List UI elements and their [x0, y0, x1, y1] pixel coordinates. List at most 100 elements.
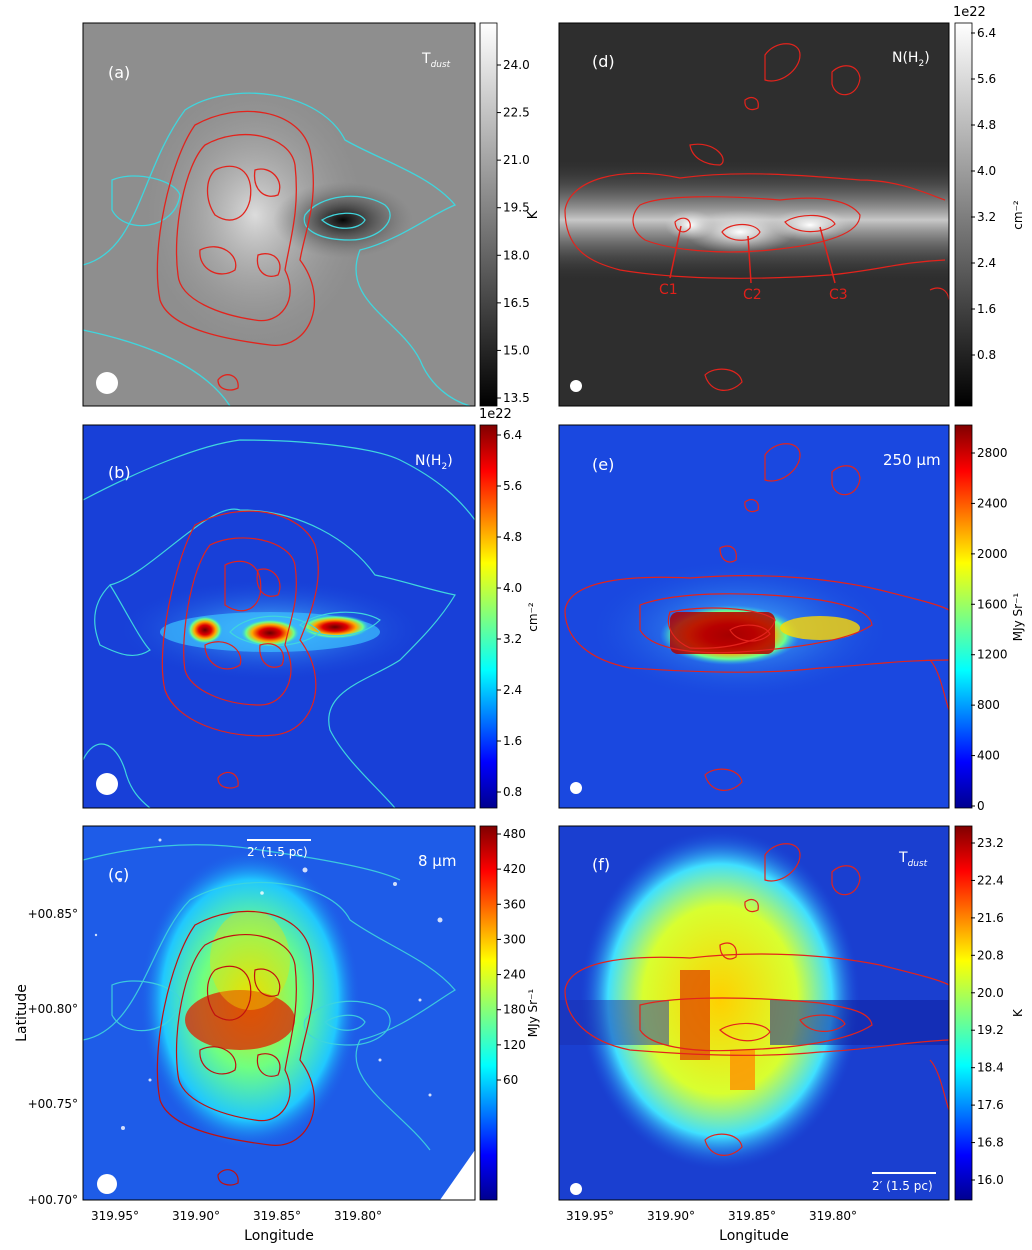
cbar-tick-label: 1.6 — [503, 734, 522, 748]
panel-d-beam — [570, 380, 582, 392]
panel-c-red-contours — [156, 910, 315, 1186]
panel-d-cbar-ticks: 6.4 5.6 4.8 4.0 3.2 2.4 1.6 0.8 — [971, 26, 996, 362]
cbar-tick-label: 21.0 — [503, 153, 530, 167]
cbar-tick-label: 19.5 — [503, 201, 530, 215]
x-tick-label: 319.90° — [647, 1209, 695, 1223]
panel-c-beam — [97, 1174, 117, 1194]
panel-d-cbar-unit: cm⁻² — [1011, 200, 1025, 230]
panel-b-quantity: N(H2) — [415, 453, 453, 472]
cbar-tick-label: 5.6 — [503, 479, 522, 493]
cbar-tick-label: 16.8 — [977, 1136, 1004, 1150]
panel-a-beam — [96, 372, 118, 394]
cbar-tick-label: 2.4 — [977, 256, 996, 270]
y-tick-labels: +00.85° +00.80° +00.75° +00.70° — [28, 907, 78, 1207]
cbar-tick-label: 6.4 — [977, 26, 996, 40]
cbar-tick-label: 400 — [977, 749, 1000, 763]
panel-e-label: (e) — [592, 455, 614, 474]
panel-c-label: (c) — [108, 865, 129, 884]
clump-label-c1: C1 — [659, 282, 678, 298]
cbar-tick-label: 15.0 — [503, 343, 530, 357]
cbar-tick-label: 20.8 — [977, 948, 1004, 962]
cbar-tick-label: 3.2 — [977, 210, 996, 224]
panel-e-red-contours — [564, 443, 950, 791]
cbar-tick-label: 1600 — [977, 597, 1008, 611]
x-tick-labels-right: 319.95° 319.90° 319.85° 319.80° — [566, 1209, 857, 1223]
panel-b-cyan-contours — [82, 439, 476, 809]
cbar-tick-label: 480 — [503, 827, 526, 841]
panel-f-colorbar — [954, 825, 973, 1201]
clump-label-c2: C2 — [743, 287, 762, 303]
panel-f-quantity: Tdust — [898, 850, 928, 869]
x-tick-label: 319.90° — [172, 1209, 220, 1223]
clump-label-c3: C3 — [829, 287, 848, 303]
cbar-tick-label: 800 — [977, 698, 1000, 712]
x-tick-label: 319.85° — [253, 1209, 301, 1223]
x-axis-label-right: Longitude — [719, 1228, 789, 1244]
cbar-tick-label: 360 — [503, 897, 526, 911]
panel-c-quantity: 8 μm — [418, 852, 456, 870]
cbar-tick-label: 22.4 — [977, 873, 1004, 887]
panel-d-cbar-exponent: 1e22 — [953, 5, 986, 20]
panel-a-cbar-unit: K — [526, 210, 541, 219]
y-tick-label: +00.70° — [28, 1193, 78, 1207]
y-axis-label: Latitude — [14, 984, 30, 1042]
cbar-tick-label: 4.0 — [503, 581, 522, 595]
cbar-tick-label: 180 — [503, 1003, 526, 1017]
panel-b-cbar-unit: cm⁻² — [526, 602, 540, 632]
panel-f-scalebar-label: 2′ (1.5 pc) — [872, 1179, 933, 1193]
x-tick-label: 319.80° — [334, 1209, 382, 1223]
panel-b-cbar-ticks: 6.4 5.6 4.8 4.0 3.2 2.4 1.6 0.8 — [497, 428, 522, 799]
panel-a: (a) Tdust 24.0 22.5 21.0 19.5 18.0 16.5 15.0 13… — [82, 22, 541, 407]
cbar-tick-label: 300 — [503, 932, 526, 946]
cbar-tick-label: 2800 — [977, 446, 1008, 460]
panel-d-label: (d) — [592, 52, 615, 71]
cbar-tick-label: 0 — [977, 799, 985, 813]
panel-c-stars — [94, 838, 443, 1130]
cbar-tick-label: 0.8 — [503, 785, 522, 799]
panel-b-beam — [96, 773, 118, 795]
cbar-tick-label: 2.4 — [503, 683, 522, 697]
panel-b-label: (b) — [108, 463, 131, 482]
panel-b-colorbar — [479, 424, 498, 809]
panel-f-cbar-ticks: 23.2 22.4 21.6 20.8 20.0 19.2 18.4 17.6 16.8 16.0 — [971, 836, 1004, 1187]
panel-b-cbar-exponent: 1e22 — [479, 407, 512, 422]
cbar-tick-label: 3.2 — [503, 632, 522, 646]
cbar-tick-label: 4.8 — [503, 530, 522, 544]
panel-e-cbar-unit: MJy Sr⁻¹ — [1011, 593, 1025, 642]
panel-c: 2′ (1.5 pc) (c) 8 μm 480 420 360 300 240 180 1… — [82, 825, 540, 1201]
cbar-tick-label: 4.0 — [977, 164, 996, 178]
panel-a-label: (a) — [108, 63, 130, 82]
panel-e-quantity: 250 μm — [883, 451, 941, 469]
panel-a-red-contours — [156, 110, 316, 391]
cbar-tick-label: 20.0 — [977, 986, 1004, 1000]
panel-d-colorbar — [954, 22, 973, 407]
cbar-tick-label: 18.0 — [503, 248, 530, 262]
panel-a-colorbar — [479, 22, 498, 407]
panel-e-beam — [570, 782, 582, 794]
x-tick-label: 319.85° — [728, 1209, 776, 1223]
panel-e: (e) 250 μm 2800 2400 2000 1600 1200 800 400 0 M… — [558, 424, 1025, 813]
cbar-tick-label: 21.6 — [977, 911, 1004, 925]
panel-b: (b) N(H2) 1e22 6.45.64.84.03.22.41.60.8 … — [82, 407, 540, 809]
cbar-tick-label: 4.8 — [977, 118, 996, 132]
panel-f-label: (f) — [592, 855, 610, 874]
cbar-tick-label: 22.5 — [503, 106, 530, 120]
x-axis-label-left: Longitude — [244, 1228, 314, 1244]
panel-f-cbar-unit: K — [1011, 1008, 1025, 1017]
cbar-tick-label: 19.2 — [977, 1023, 1004, 1037]
y-tick-label: +00.85° — [28, 907, 78, 921]
cbar-tick-label: 23.2 — [977, 836, 1004, 850]
cbar-tick-label: 2000 — [977, 547, 1008, 561]
panel-c-no-data-corner — [440, 1150, 475, 1200]
cbar-tick-label: 24.0 — [503, 58, 530, 72]
cbar-tick-label: 240 — [503, 968, 526, 982]
x-tick-label: 319.80° — [809, 1209, 857, 1223]
panel-e-colorbar — [954, 424, 973, 809]
panel-e-cbar-ticks: 2800 2400 2000 1600 1200 800 400 0 — [971, 446, 1008, 813]
cbar-tick-label: 18.4 — [977, 1061, 1004, 1075]
panel-b-red-contours — [161, 510, 319, 789]
panel-c-cbar-ticks: 480 420 360 300 240 180 120 60 — [497, 827, 526, 1087]
panel-a-quantity: Tdust — [421, 51, 451, 70]
x-tick-label: 319.95° — [566, 1209, 614, 1223]
cbar-tick-label: 16.5 — [503, 296, 530, 310]
